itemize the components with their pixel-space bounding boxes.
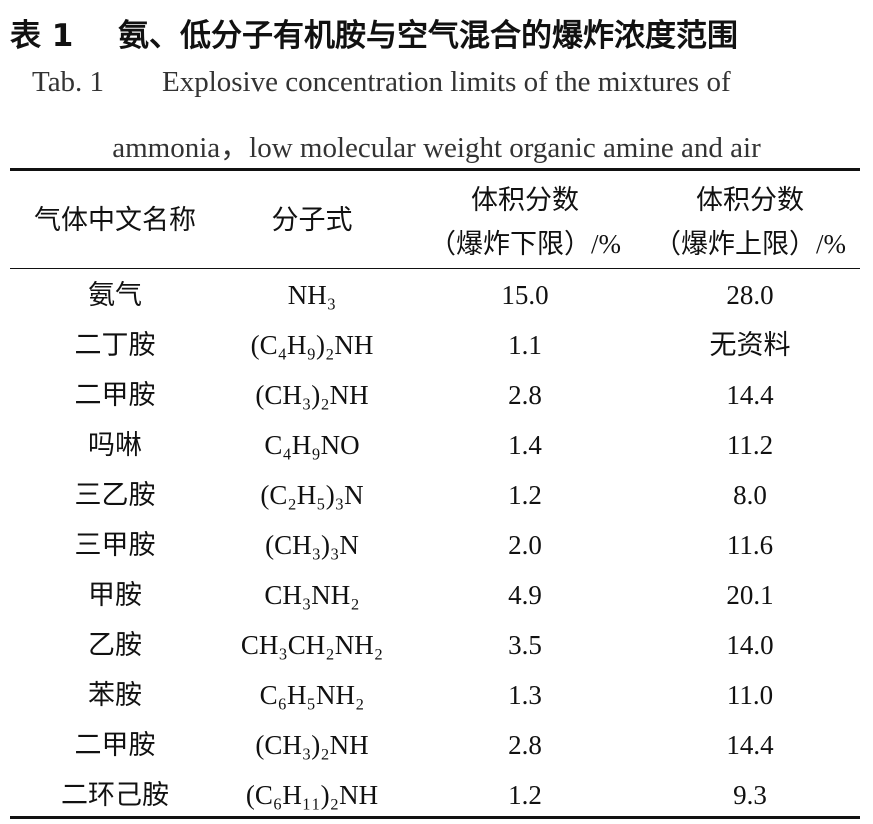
table-cell: (CH₃)₂NH bbox=[255, 380, 369, 410]
table-cell: 乙胺 bbox=[88, 630, 142, 660]
table-cell: 二甲胺 bbox=[74, 730, 156, 760]
table-cell: (C₄H₉)₂NH bbox=[250, 330, 374, 360]
table-cell: 9.3 bbox=[733, 780, 767, 810]
table-cell: 4.9 bbox=[508, 580, 542, 610]
table-cell: 11.0 bbox=[726, 680, 774, 710]
table-cell: NH₃ bbox=[287, 280, 337, 310]
table-cell: (C₆H₁₁)₂NH bbox=[245, 780, 379, 810]
table-cell: CH₃CH₂NH₂ bbox=[240, 630, 384, 660]
table-cell: 11.6 bbox=[726, 530, 774, 560]
table-cell: 1.2 bbox=[508, 480, 542, 510]
table-cell: C₆H₅NH₂ bbox=[259, 680, 365, 710]
title: 氨、低分子有机胺与空气混合的爆炸浓度范围 bbox=[118, 18, 738, 54]
table-cell: 20.1 bbox=[726, 580, 774, 610]
table-cell: CH₃NH₂ bbox=[264, 580, 360, 610]
table-cell: 1.2 bbox=[508, 780, 542, 810]
table-cell: 11.2 bbox=[726, 430, 774, 460]
table-cell: 14.4 bbox=[726, 730, 774, 760]
table-cell: 三甲胺 bbox=[74, 530, 156, 560]
table-cell: 无资料 bbox=[709, 330, 791, 360]
caption-line: Explosive concentration limits of the mi… bbox=[162, 66, 731, 98]
header-cell: 体积分数 bbox=[471, 185, 579, 215]
table-cell: 氨气 bbox=[88, 280, 142, 310]
table-cell: 二丁胺 bbox=[74, 330, 156, 360]
header-cell: 体积分数 bbox=[696, 185, 804, 215]
table-cell: (C₂H₅)₃N bbox=[260, 480, 364, 510]
table-cell: 2.8 bbox=[508, 380, 542, 410]
header-cell: （爆炸上限）/% bbox=[654, 229, 846, 259]
table-cell: 8.0 bbox=[733, 480, 767, 510]
table-cell: 1.1 bbox=[508, 330, 542, 360]
table-cell: (CH₃)₂NH bbox=[255, 730, 369, 760]
header-cell: 分子式 bbox=[271, 205, 353, 235]
top-rule bbox=[10, 168, 860, 171]
table-cell: 2.0 bbox=[508, 530, 542, 560]
table-cell: 二甲胺 bbox=[74, 380, 156, 410]
table-cell: 苯胺 bbox=[88, 680, 142, 710]
table-cell: 15.0 bbox=[501, 280, 549, 310]
table-cell: 14.0 bbox=[726, 630, 774, 660]
table-cell: 二环己胺 bbox=[61, 780, 169, 810]
caption-label: Tab. 1 bbox=[32, 66, 105, 98]
caption-line: ammonia，low molecular weight organic ami… bbox=[112, 132, 761, 164]
title-label: 表 1 bbox=[10, 18, 74, 54]
header-rule bbox=[10, 268, 860, 269]
table-cell: 28.0 bbox=[726, 280, 774, 310]
table-cell: 3.5 bbox=[508, 630, 542, 660]
table-cell: 1.3 bbox=[508, 680, 542, 710]
header-cell: 气体中文名称 bbox=[34, 205, 196, 235]
header-cell: （爆炸下限）/% bbox=[429, 229, 621, 259]
table-cell: 14.4 bbox=[726, 380, 774, 410]
table-cell: 甲胺 bbox=[88, 580, 142, 610]
table-cell: 三乙胺 bbox=[74, 480, 156, 510]
table-cell: 吗啉 bbox=[88, 430, 142, 460]
table-cell: (CH₃)₃N bbox=[265, 530, 359, 560]
table-cell: 2.8 bbox=[508, 730, 542, 760]
bottom-rule bbox=[10, 816, 860, 819]
table-cell: C₄H₉NO bbox=[264, 430, 360, 460]
table-cell: 1.4 bbox=[508, 430, 542, 460]
